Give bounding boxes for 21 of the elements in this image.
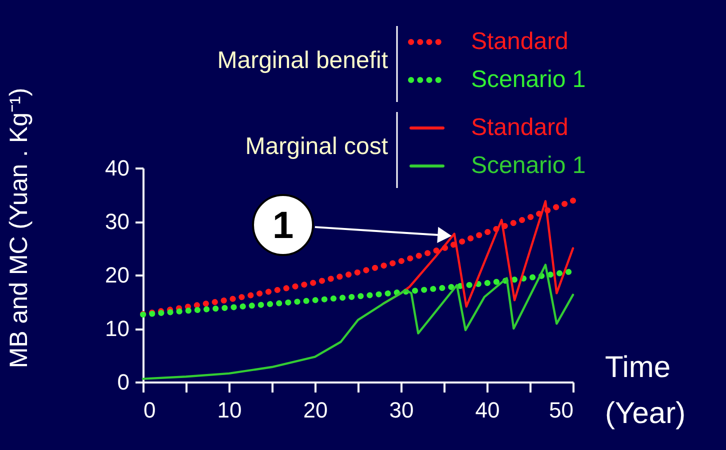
- x-tick-label: 0: [144, 398, 156, 422]
- y-tick-label: 40: [105, 156, 130, 180]
- x-tick-label: 10: [217, 398, 242, 422]
- y-tick-label: 0: [117, 370, 130, 394]
- x-tick-label: 20: [303, 398, 328, 422]
- y-tick-label: 20: [105, 262, 130, 288]
- x-axis-title: Time (Year): [605, 351, 686, 430]
- line-series: [142, 264, 574, 380]
- x-tick-label: 30: [389, 398, 414, 422]
- x-tick-label: 40: [475, 398, 500, 422]
- x-tick-label: 50: [549, 398, 574, 422]
- y-tick-label: 30: [105, 209, 130, 234]
- annotation: 1: [272, 205, 294, 247]
- legend-label: Standard: [471, 28, 568, 55]
- legend-label: Standard: [471, 114, 568, 141]
- legend-label: Scenario 1: [471, 152, 586, 179]
- y-axis-title: MB and MC (Yuan . Kg⁻¹): [5, 88, 33, 368]
- text: Marginal benefit: [217, 47, 388, 74]
- y-tick-label: 10: [105, 316, 130, 341]
- legend-label: Scenario 1: [471, 66, 586, 93]
- text: Marginal cost: [245, 133, 388, 160]
